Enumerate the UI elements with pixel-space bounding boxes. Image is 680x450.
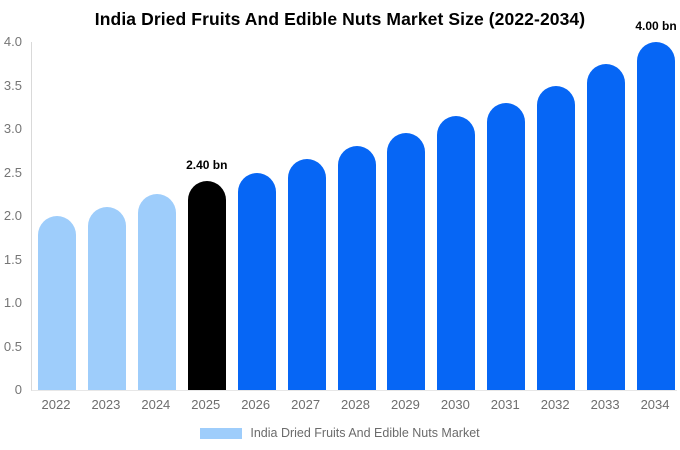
legend: India Dried Fruits And Edible Nuts Marke… (0, 426, 680, 440)
bar-2033 (587, 63, 626, 390)
y-tick-4.0: 4.0 (3, 34, 22, 49)
y-tick-0.5: 0.5 (3, 338, 22, 354)
y-tick-2.0: 2.0 (3, 208, 22, 223)
plot-area: 4.0 3.5 3.0 2.5 2.0 1.5 1.0 0.5 0 2.40 bn 4.00 bn (4, 19, 677, 397)
x-label-2025: 2025 (191, 397, 221, 412)
x-label-2028: 2028 (341, 397, 370, 412)
x-label-2034: 2034 (640, 397, 670, 412)
x-label-2024: 2024 (141, 397, 171, 412)
bar-2030 (437, 115, 476, 390)
bar-2023 (87, 207, 126, 390)
bar-2024 (137, 194, 176, 390)
bar-2026 (237, 172, 276, 390)
y-tick-2.5: 2.5 (3, 164, 22, 180)
y-tick-1.5: 1.5 (3, 251, 22, 267)
legend-label: India Dried Fruits And Edible Nuts Marke… (250, 426, 480, 440)
bar-2034 (637, 42, 676, 390)
y-tick-0: 0 (14, 382, 22, 397)
bar-2032 (537, 85, 576, 390)
x-label-2032: 2032 (540, 397, 570, 412)
chart-title: India Dried Fruits And Edible Nuts Marke… (94, 9, 586, 29)
x-label-2031: 2031 (490, 397, 520, 412)
bar-2025 (187, 181, 226, 390)
bar-2031 (487, 102, 526, 390)
bar-2022 (38, 216, 76, 390)
y-tick-3.5: 3.5 (3, 77, 22, 93)
bar-2029 (387, 133, 426, 390)
bar-2028 (337, 146, 376, 390)
bar-value-label-2025: 2.40 bn (186, 158, 228, 173)
legend-swatch (200, 427, 243, 439)
x-label-2023: 2023 (91, 397, 121, 412)
bar-value-label-2034: 4.00 bn (635, 19, 677, 33)
x-label-2027: 2027 (291, 397, 321, 412)
x-label-2030: 2030 (440, 397, 470, 412)
y-tick-1.0: 1.0 (3, 295, 22, 310)
x-label-2022: 2022 (41, 397, 71, 412)
x-label-2026: 2026 (241, 397, 271, 412)
bar-2027 (287, 159, 326, 390)
x-label-2033: 2033 (590, 397, 620, 412)
x-label-2029: 2029 (390, 397, 420, 412)
y-tick-3.0: 3.0 (3, 121, 22, 136)
